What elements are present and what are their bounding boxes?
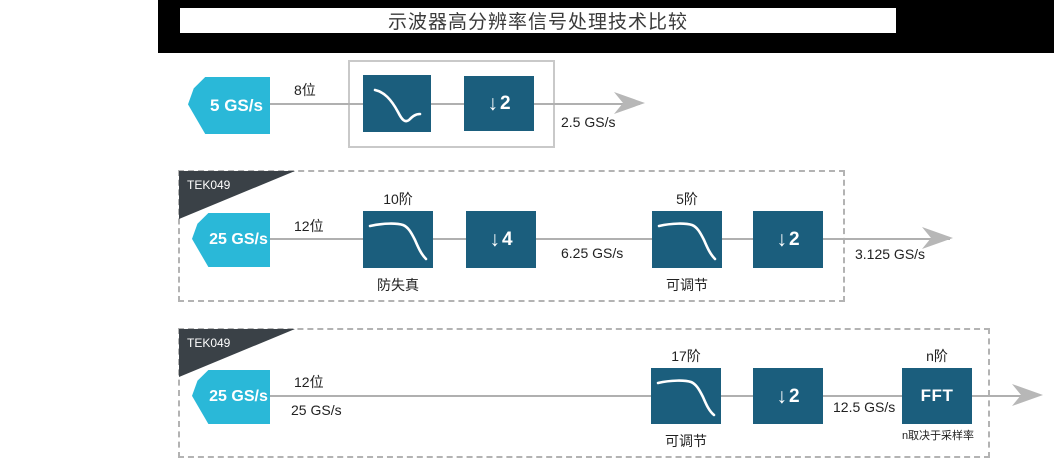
lowpass-curve-icon [656, 379, 716, 417]
row3-filter-caption: 可调节 [665, 433, 707, 449]
row1-arrowhead-icon [614, 91, 646, 115]
row3-decimator-block: ↓ 2 [753, 368, 823, 424]
down-arrow-icon: ↓ [487, 92, 498, 115]
row1-source-rate: 5 GS/s [210, 95, 263, 115]
row3-tek049-badge: TEK049 [179, 329, 295, 377]
row3-arrowhead-icon [1012, 383, 1044, 407]
row2-arrowhead-icon [922, 226, 954, 250]
row3-input-rate: 25 GS/s [291, 402, 342, 418]
row3-fft-caption: n取决于采样率 [901, 430, 975, 442]
row1-bits-label: 8位 [294, 82, 316, 98]
title-box: 示波器高分辨率信号处理技术比较 [180, 8, 896, 33]
row2-filter1-block [363, 211, 433, 268]
row2-source-rate: 25 GS/s [209, 231, 268, 248]
row3-dashed-box [178, 328, 990, 458]
row2-filter2-block [652, 211, 722, 268]
lowpass-notch-curve-icon [373, 88, 422, 123]
down-arrow-icon: ↓ [776, 384, 787, 408]
row2-signal-line [255, 238, 950, 240]
row2-mid-rate: 6.25 GS/s [561, 245, 624, 261]
row2-source-tag: 25 GS/s [192, 213, 270, 267]
row2-filter1-caption: 防失真 [377, 277, 419, 293]
row2-bits-label: 12位 [294, 218, 324, 234]
lowpass-curve-icon [657, 222, 717, 261]
page-title: 示波器高分辨率信号处理技术比较 [387, 12, 688, 33]
row1-filter-block [363, 75, 431, 132]
row2-tek049-badge: TEK049 [179, 171, 295, 219]
row2-badge-text: TEK049 [187, 178, 231, 192]
row2-filter1-order: 10阶 [383, 191, 413, 207]
row1-output-rate: 2.5 GS/s [561, 114, 616, 130]
row1-decimation-factor: 2 [499, 93, 511, 114]
row3-fft-block: FFT [902, 368, 972, 424]
row2-output-rate: 3.125 GS/s [855, 246, 926, 262]
row1-signal-line [255, 103, 640, 105]
row3-decimation-factor: 2 [788, 385, 800, 407]
row2-decimator1-block: ↓ 4 [466, 211, 536, 268]
row3-source-rate: 25 GS/s [209, 388, 268, 405]
down-arrow-icon: ↓ [489, 228, 500, 251]
row3-bits-label: 12位 [294, 374, 324, 390]
row1-source-tag: 5 GS/s [188, 77, 270, 134]
row2-dashed-box [178, 170, 845, 302]
down-arrow-icon: ↓ [776, 228, 787, 251]
row1-decimator-block: ↓ 2 [464, 76, 534, 131]
row2-filter2-caption: 可调节 [666, 277, 708, 293]
row3-signal-line [255, 395, 1030, 397]
row2-filter2-order: 5阶 [676, 191, 698, 207]
row3-mid-rate: 12.5 GS/s [833, 399, 896, 415]
row3-source-tag: 25 GS/s [192, 370, 270, 424]
row2-decimation1-factor: 4 [501, 229, 513, 250]
lowpass-curve-icon [368, 222, 428, 261]
row2-decimator2-block: ↓ 2 [753, 211, 823, 268]
row3-fft-order: n阶 [926, 348, 948, 364]
row3-badge-text: TEK049 [187, 336, 231, 350]
fft-label: FFT [920, 386, 954, 405]
row3-filter-order: 17阶 [671, 348, 701, 364]
row3-filter-block [651, 368, 721, 424]
row2-decimation2-factor: 2 [788, 229, 800, 250]
